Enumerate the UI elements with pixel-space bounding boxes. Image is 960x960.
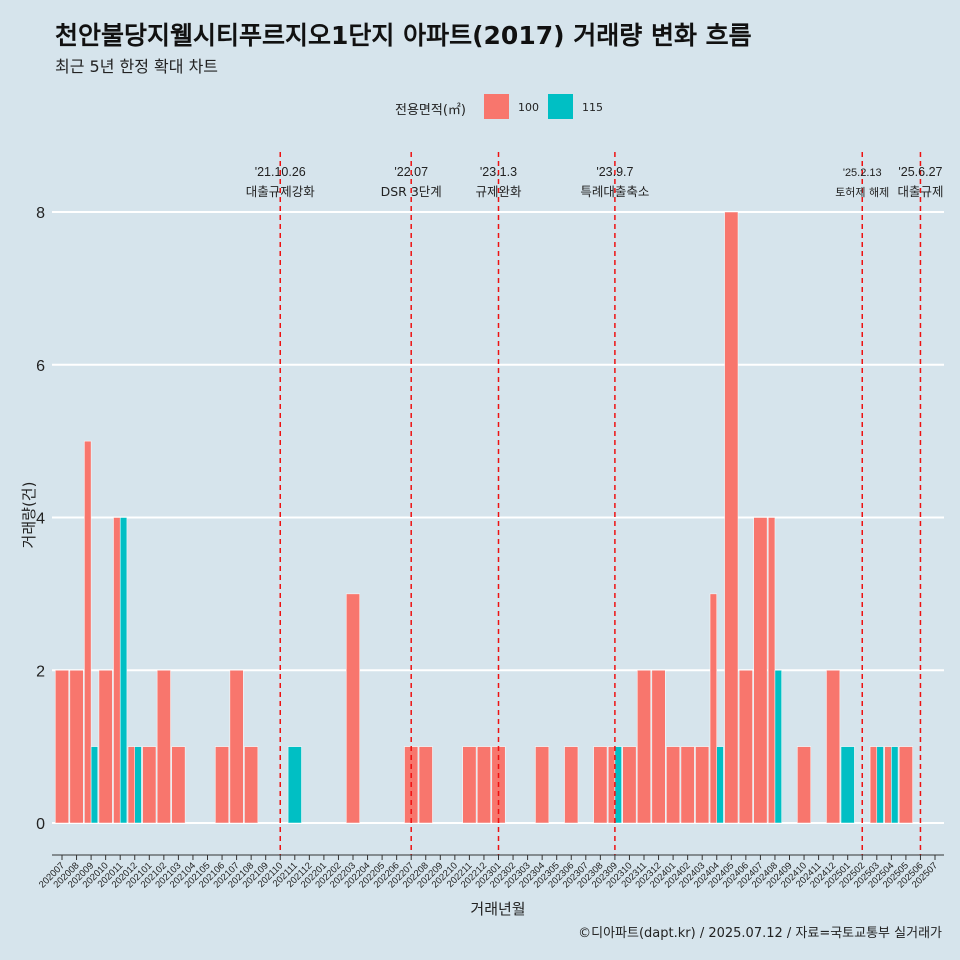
bar-115-202503 [876, 746, 884, 824]
event-label-202506: 대출규제 [897, 184, 943, 199]
chart-subtitle: 최근 5년 한정 확대 차트 [55, 57, 219, 76]
bar-100-202203 [346, 593, 360, 824]
bar-100-202102 [156, 670, 171, 824]
bar-100-202010 [98, 670, 113, 824]
bar-100-202103 [171, 746, 186, 824]
bar-100-202312 [651, 670, 666, 824]
legend-key-100 [484, 94, 509, 119]
bar-100-202311 [637, 670, 651, 824]
bar-100-202212 [477, 746, 491, 824]
bar-115-202011 [119, 517, 128, 824]
event-label-202301: 규제완화 [475, 184, 522, 199]
event-label-202309: 특례대출축소 [580, 184, 649, 199]
bar-100-202011 [113, 517, 121, 824]
bar-100-202008 [69, 670, 84, 824]
bar-100-202401 [666, 746, 681, 824]
bar-100-202402 [680, 746, 695, 824]
bar-100-202007 [55, 670, 69, 824]
bar-115-202404 [716, 746, 724, 824]
bar-100-202304 [535, 746, 550, 824]
bar-115-202012 [134, 746, 142, 824]
y-tick-label-2: 2 [36, 663, 45, 680]
event-label-202110: 대출규제강화 [246, 184, 316, 199]
legend-label-100: 100 [518, 101, 539, 114]
bar-100-202309 [607, 746, 616, 824]
bar-115-202009 [90, 746, 99, 824]
event-date-202309: '23.9.7 [596, 165, 633, 179]
bar-100-202407 [753, 517, 768, 824]
bar-100-202211 [462, 746, 477, 824]
bar-115-202111 [287, 746, 302, 824]
bar-100-202403 [695, 746, 710, 824]
chart-title: 천안불당지웰시티푸르지오1단지 아파트(2017) 거래량 변화 흐름 [55, 21, 752, 50]
bar-115-202309 [614, 746, 622, 824]
bar-100-202308 [593, 746, 608, 824]
legend-label-115: 115 [582, 101, 603, 114]
bar-100-202504 [884, 746, 892, 824]
bar-100-202412 [826, 670, 841, 824]
bar-100-202107 [229, 670, 244, 824]
bar-115-202504 [891, 746, 899, 824]
event-label-202207: DSR 3단계 [381, 184, 442, 199]
y-tick-label-6: 6 [36, 358, 45, 375]
event-date-202110: '21.10.26 [255, 165, 306, 179]
bar-100-202404 [709, 593, 717, 824]
event-date-202207: '22.07 [394, 165, 428, 179]
y-tick-label-4: 4 [36, 511, 45, 528]
event-date-202301: '23.1.3 [480, 165, 517, 179]
caption: ©디아파트(dapt.kr) / 2025.07.12 / 자료=국토교통부 실… [578, 926, 942, 941]
bar-100-202012 [127, 746, 136, 824]
legend-key-115 [548, 94, 573, 119]
y-tick-label-0: 0 [36, 816, 45, 833]
legend-title: 전용면적(㎡) [395, 103, 466, 118]
bar-100-202505 [898, 746, 913, 824]
bar-100-202408 [768, 517, 776, 824]
bar-100-202405 [724, 211, 739, 824]
bar-100-202310 [622, 746, 637, 824]
bar-115-202501 [840, 746, 855, 824]
event-date-202502: '25.2.13 [843, 167, 882, 179]
y-axis-title: 거래량(건) [20, 482, 38, 549]
bar-100-202406 [738, 670, 753, 824]
event-date-202506: '25.6.27 [898, 165, 942, 179]
bar-100-202410 [797, 746, 811, 824]
event-label-202502: 토허제 해제 [835, 185, 889, 199]
bar-100-202108 [244, 746, 259, 824]
x-axis-title: 거래년월 [470, 900, 525, 918]
bar-115-202408 [774, 670, 782, 824]
bar-100-202208 [418, 746, 433, 824]
bar-100-202306 [564, 746, 579, 824]
bar-100-202101 [142, 746, 157, 824]
y-tick-label-8: 8 [36, 205, 45, 222]
bar-100-202106 [215, 746, 230, 824]
bar-100-202009 [84, 440, 92, 824]
legend: 전용면적(㎡) 100 115 [0, 93, 960, 121]
bar-100-202503 [869, 746, 878, 824]
